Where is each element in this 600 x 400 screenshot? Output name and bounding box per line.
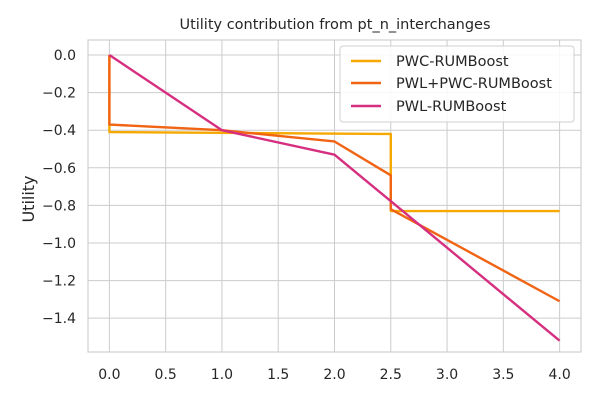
y-axis-label: Utility: [19, 175, 38, 222]
x-tick-label: 4.0: [548, 367, 570, 383]
x-tick-label: 3.0: [436, 367, 458, 383]
legend-label: PWL+PWC-RUMBoost: [396, 76, 552, 92]
y-tick-label: −1.4: [42, 311, 76, 327]
x-tick-label: 2.5: [380, 367, 402, 383]
legend-label: PWC-RUMBoost: [396, 54, 509, 70]
series-lines: [108, 54, 561, 342]
x-tick-label: 3.5: [492, 367, 514, 383]
legend-label: PWL-RUMBoost: [396, 99, 507, 115]
x-tick-label: 0.0: [98, 367, 120, 383]
y-tick-label: −0.2: [42, 86, 76, 102]
x-tick-label: 0.5: [155, 367, 177, 383]
y-tick-label: 0.0: [54, 48, 76, 64]
legend-box: [339, 45, 575, 123]
x-tick-label: 1.5: [267, 367, 289, 383]
x-tick-labels: 0.0 0.5 1.0 1.5 2.0 2.5 3.0 3.5 4.0: [98, 367, 570, 383]
y-tick-label: −0.6: [42, 161, 76, 177]
series-line: [108, 55, 561, 303]
x-tick-label: 1.0: [211, 367, 233, 383]
series-line: [108, 54, 561, 342]
y-tick-labels: 0.0 −0.2 −0.4 −0.6 −0.8 −1.0 −1.2 −1.4: [42, 48, 76, 327]
y-tick-label: −1.2: [42, 274, 76, 290]
y-tick-label: −0.8: [42, 198, 76, 214]
x-tick-label: 2.0: [323, 367, 345, 383]
chart-title: Utility contribution from pt_n_interchan…: [179, 17, 490, 33]
legend: PWC-RUMBoost PWL+PWC-RUMBoost PWL-RUMBoo…: [339, 45, 575, 123]
y-tick-label: −1.0: [42, 236, 76, 252]
y-tick-label: −0.4: [42, 123, 76, 139]
plot-frame: [87, 39, 582, 353]
